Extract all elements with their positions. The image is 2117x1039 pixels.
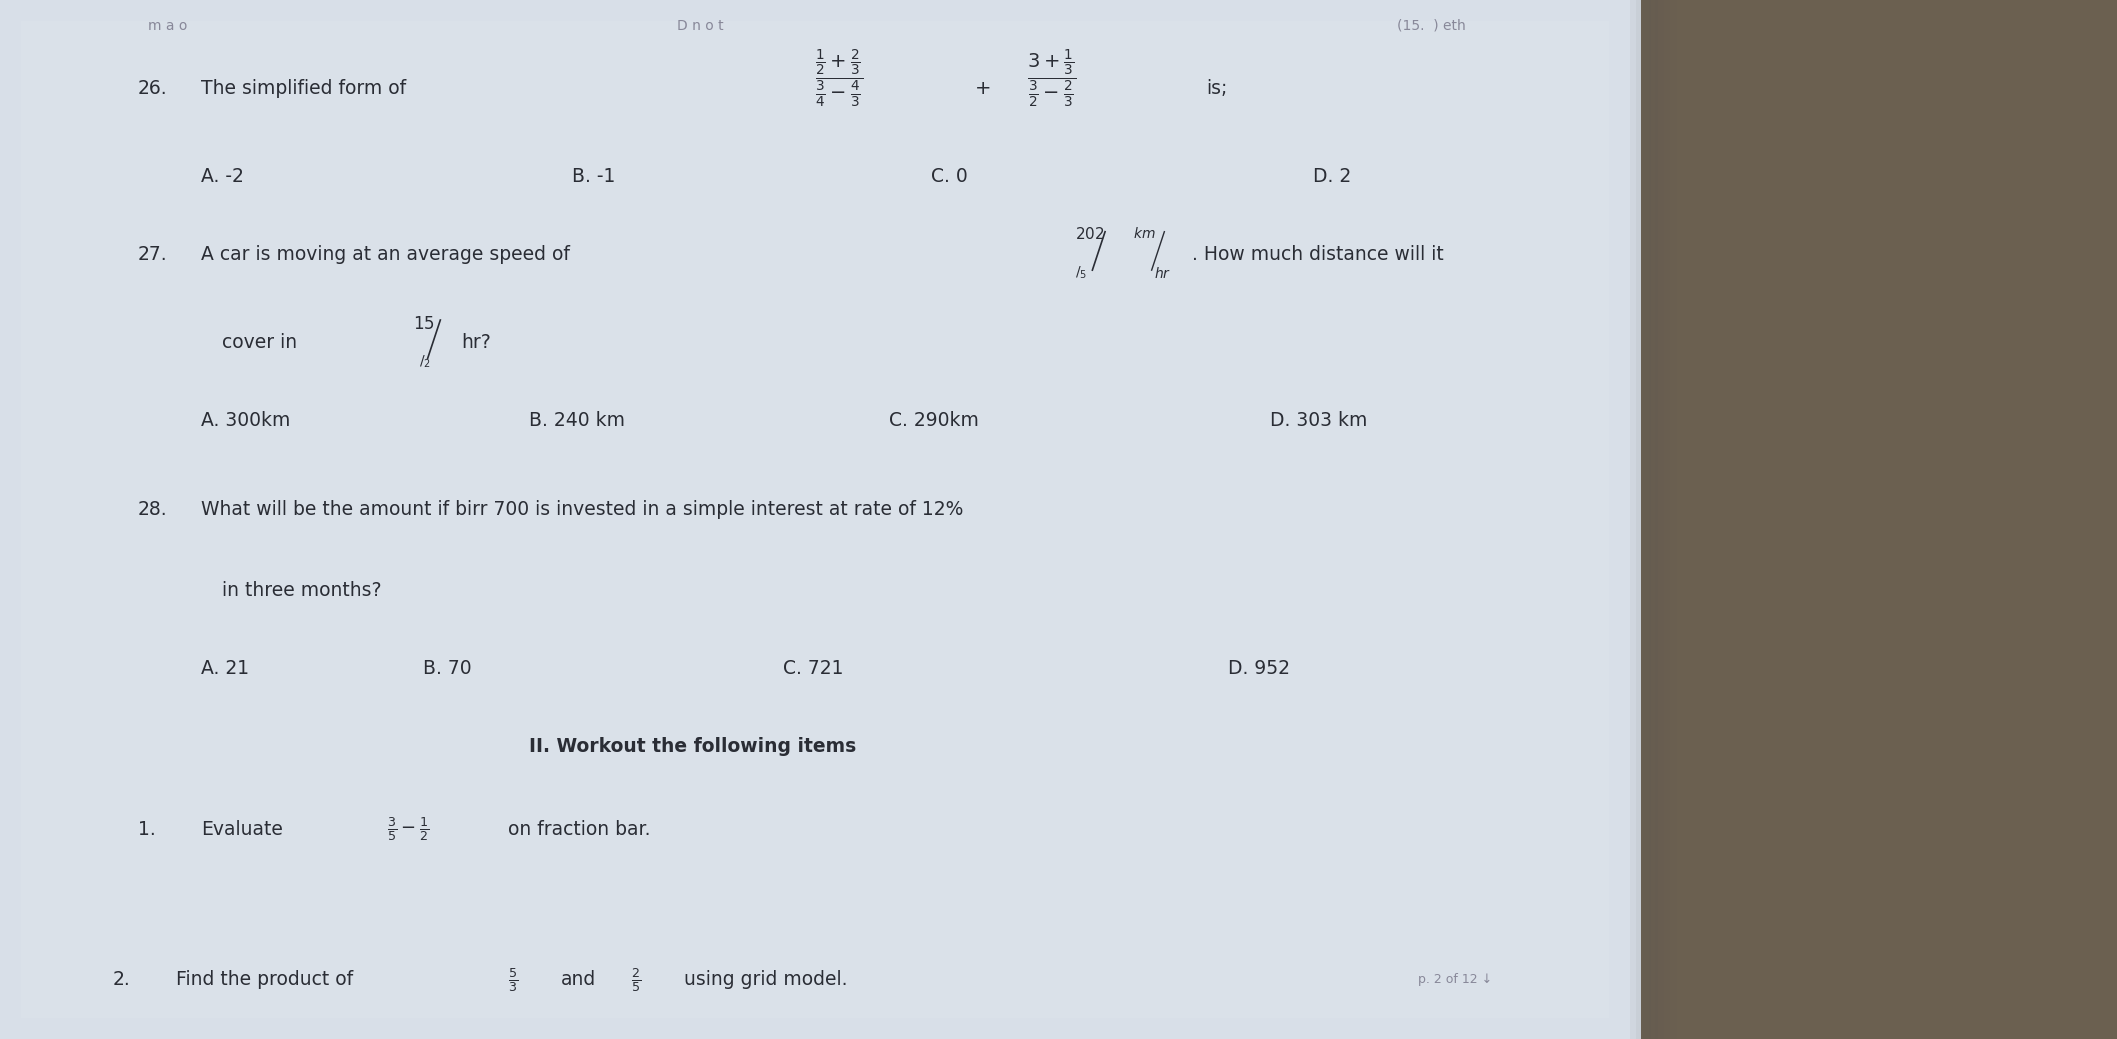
- Text: C. 721: C. 721: [783, 659, 845, 677]
- Text: 26.: 26.: [138, 79, 167, 98]
- Text: $\!\!/_{5}$: $\!\!/_{5}$: [1075, 265, 1088, 282]
- Text: A. 300km: A. 300km: [201, 411, 290, 430]
- Bar: [1630, 0, 1651, 1039]
- Text: is;: is;: [1207, 79, 1228, 98]
- Text: A car is moving at an average speed of: A car is moving at an average speed of: [201, 245, 569, 264]
- Text: $202$: $202$: [1075, 225, 1105, 242]
- Text: $\dfrac{\frac{1}{2}+\frac{2}{3}}{\frac{3}{4}-\frac{4}{3}}$: $\dfrac{\frac{1}{2}+\frac{2}{3}}{\frac{3…: [815, 47, 864, 109]
- Text: $+$: $+$: [974, 79, 991, 98]
- Text: (15.  ) eth: (15. ) eth: [1397, 19, 1465, 33]
- Text: D n o t: D n o t: [677, 19, 724, 33]
- Text: $\frac{3}{5} - \frac{1}{2}$: $\frac{3}{5} - \frac{1}{2}$: [387, 816, 430, 843]
- Text: D. 303 km: D. 303 km: [1270, 411, 1368, 430]
- Text: $\dfrac{3+\frac{1}{3}}{\frac{3}{2}-\frac{2}{3}}$: $\dfrac{3+\frac{1}{3}}{\frac{3}{2}-\frac…: [1027, 47, 1075, 109]
- Text: Evaluate: Evaluate: [201, 820, 284, 838]
- Text: C. 290km: C. 290km: [889, 411, 978, 430]
- Text: 27.: 27.: [138, 245, 167, 264]
- Text: and: and: [561, 970, 597, 989]
- Bar: [1649, 0, 1670, 1039]
- Text: Find the product of: Find the product of: [176, 970, 354, 989]
- FancyBboxPatch shape: [21, 21, 1609, 1018]
- Text: A. 21: A. 21: [201, 659, 250, 677]
- Text: cover in: cover in: [222, 334, 296, 352]
- Text: What will be the amount if birr 700 is invested in a simple interest at rate of : What will be the amount if birr 700 is i…: [201, 500, 963, 518]
- Text: II. Workout the following items: II. Workout the following items: [529, 737, 857, 755]
- Text: The simplified form of: The simplified form of: [201, 79, 406, 98]
- Text: m a o: m a o: [148, 19, 188, 33]
- Text: $\!\!/_{2}$: $\!\!/_{2}$: [419, 353, 432, 370]
- Text: $\frac{2}{5}$: $\frac{2}{5}$: [631, 966, 641, 993]
- Text: B. -1: B. -1: [572, 167, 614, 186]
- Text: D. 952: D. 952: [1228, 659, 1289, 677]
- Text: C. 0: C. 0: [931, 167, 967, 186]
- Text: $km$: $km$: [1133, 227, 1156, 241]
- Bar: [1636, 0, 1658, 1039]
- Text: 1.: 1.: [138, 820, 155, 838]
- Text: B. 70: B. 70: [423, 659, 472, 677]
- Bar: [1655, 0, 1677, 1039]
- Text: $hr$: $hr$: [1154, 266, 1171, 281]
- Text: using grid model.: using grid model.: [684, 970, 847, 989]
- Text: B. 240 km: B. 240 km: [529, 411, 625, 430]
- Text: . How much distance will it: . How much distance will it: [1192, 245, 1444, 264]
- Bar: [1545, 0, 2117, 1039]
- Text: on fraction bar.: on fraction bar.: [508, 820, 650, 838]
- Text: D. 2: D. 2: [1313, 167, 1351, 186]
- FancyBboxPatch shape: [0, 0, 1641, 1039]
- Text: p. 2 of 12 ↓: p. 2 of 12 ↓: [1418, 974, 1492, 986]
- Text: A. -2: A. -2: [201, 167, 243, 186]
- Text: 2.: 2.: [112, 970, 129, 989]
- Bar: [1643, 0, 1664, 1039]
- Text: $15$: $15$: [413, 315, 434, 334]
- Text: $\frac{5}{3}$: $\frac{5}{3}$: [508, 966, 519, 993]
- Text: 28.: 28.: [138, 500, 167, 518]
- Text: hr?: hr?: [462, 334, 491, 352]
- Text: in three months?: in three months?: [222, 581, 381, 600]
